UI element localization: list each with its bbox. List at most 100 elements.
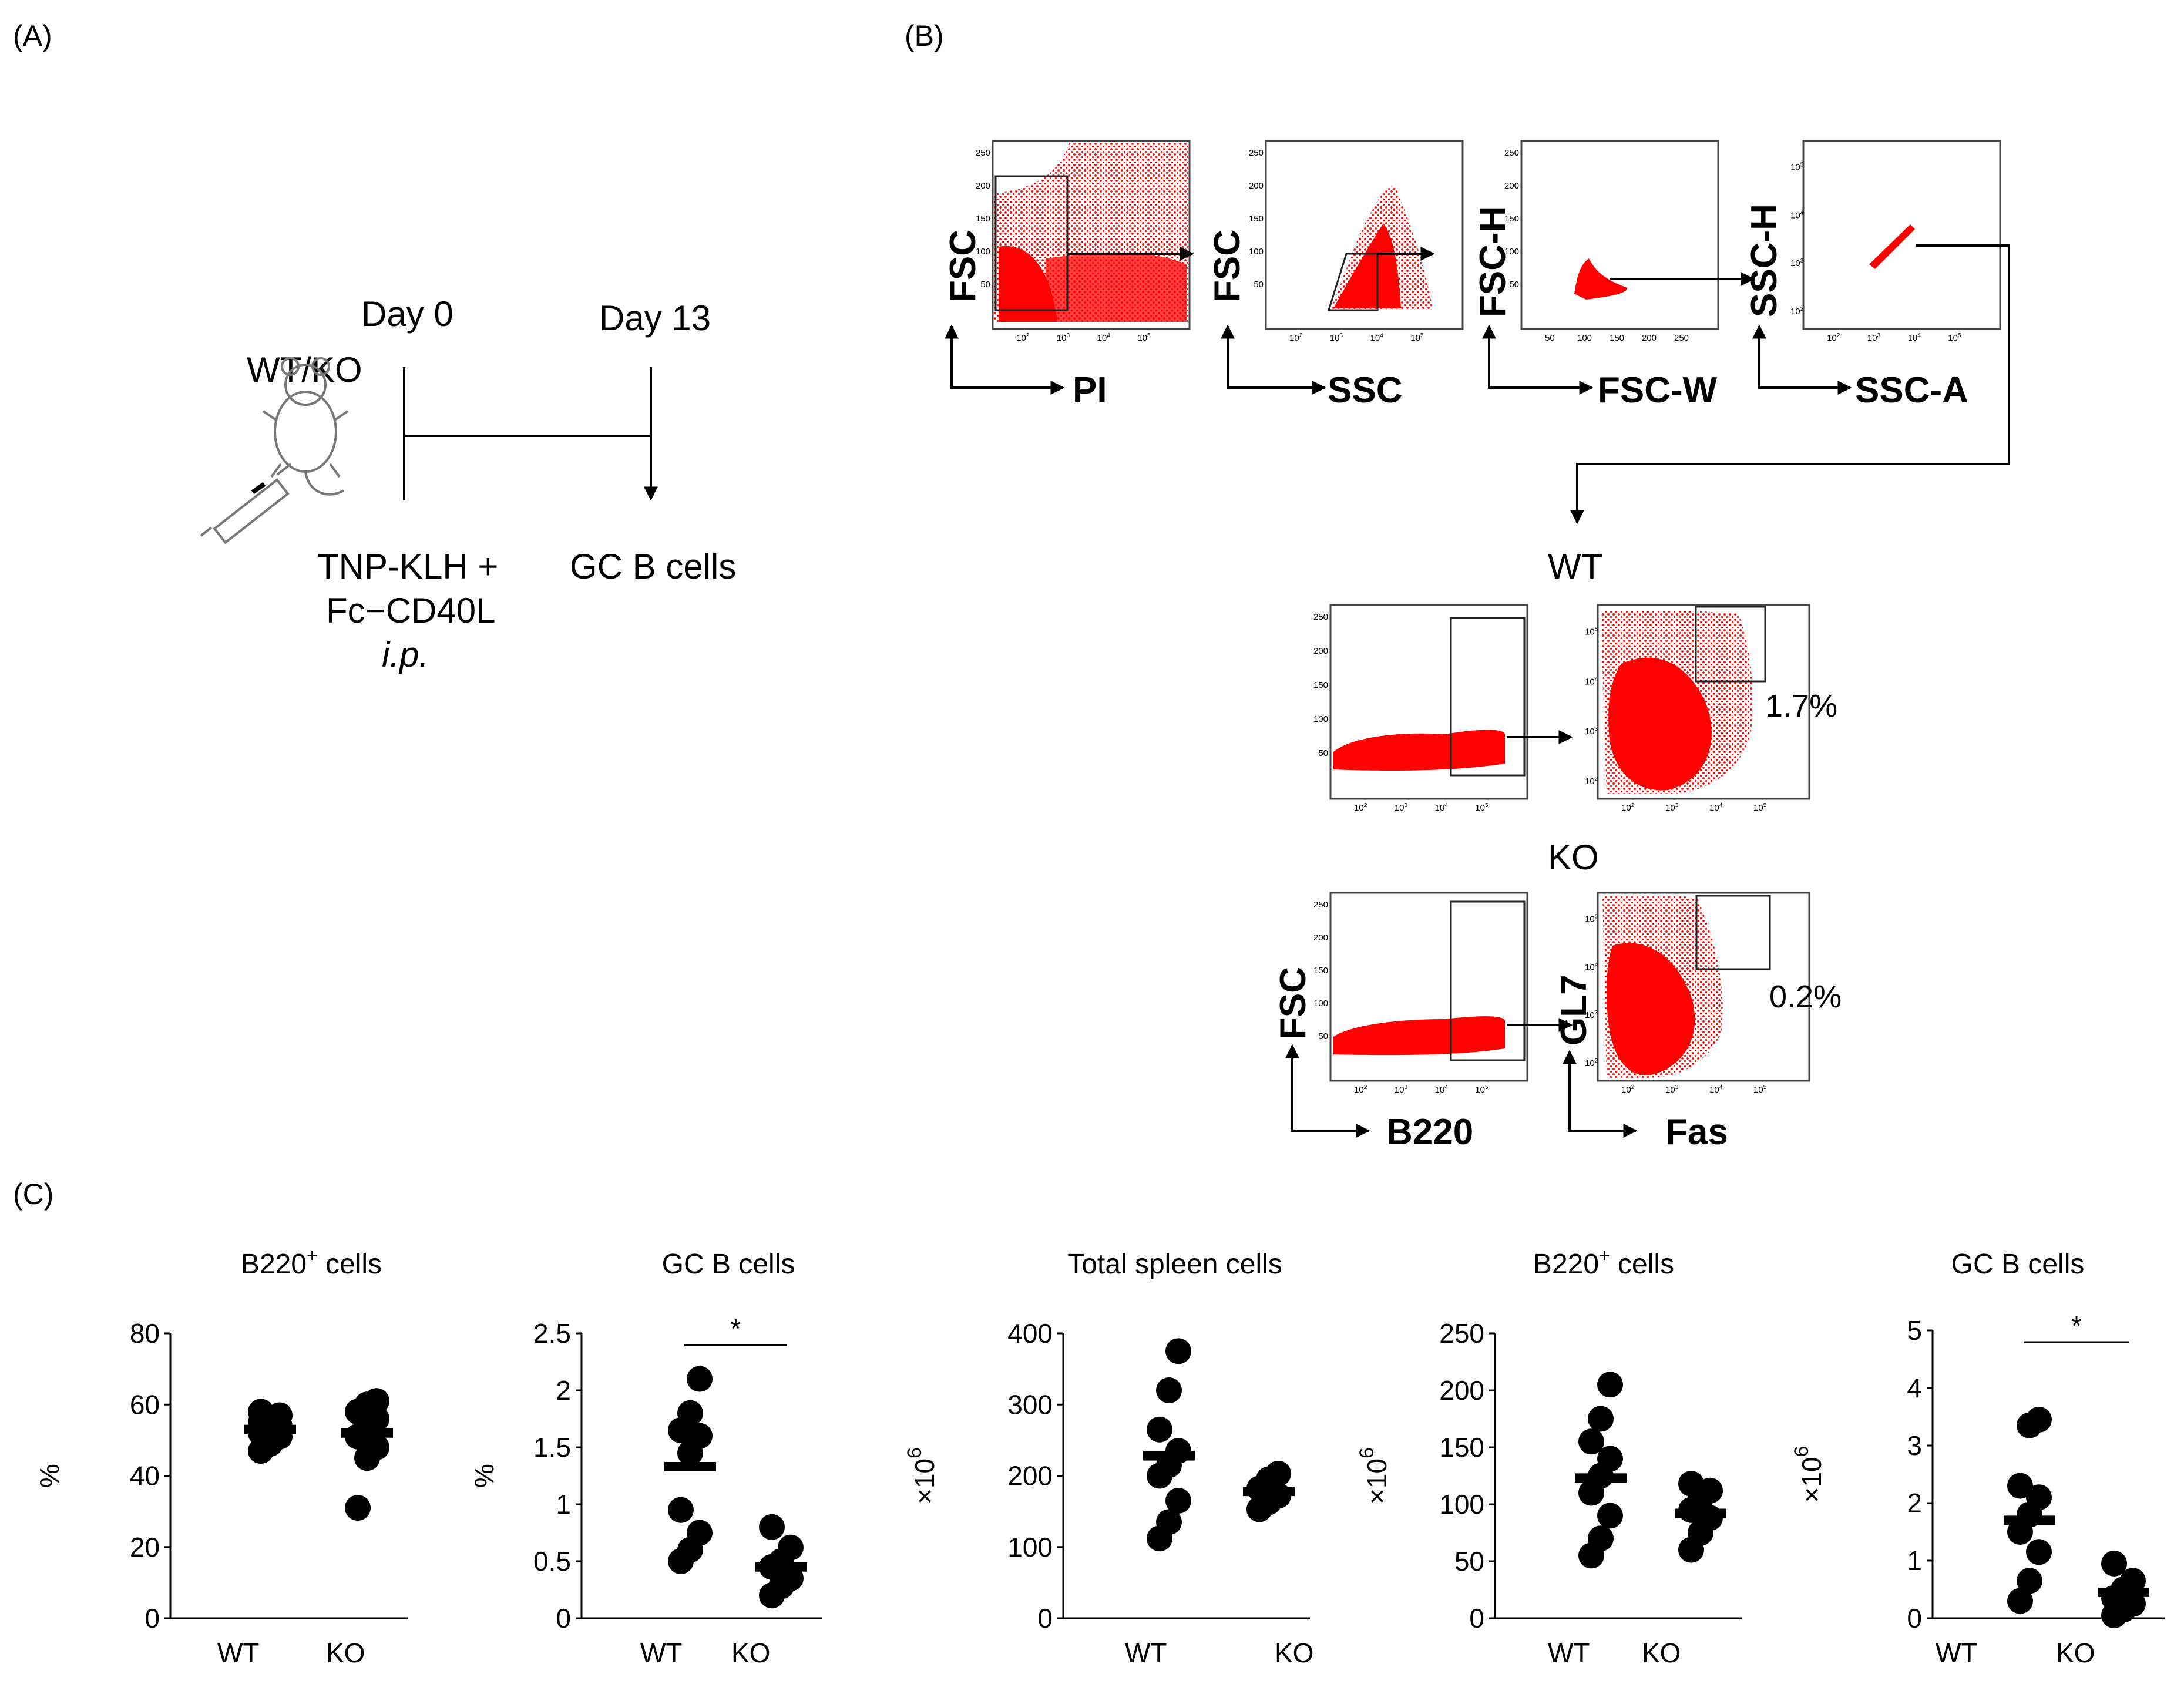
ko-b220-ytick: 50 [1318,1031,1328,1041]
syringe-icon [200,463,292,544]
ko-b220-xtick: 103 [1395,1084,1408,1095]
injection-route: i.p. [382,635,429,674]
wt-b220-xtick: 103 [1395,802,1408,813]
fas-axis-arrow [1563,1050,1638,1138]
plot3-xtick: 200 [1642,333,1657,343]
injection-line1: TNP-KLH + [317,547,498,586]
ko-gc-ytick: 102 [1585,1058,1598,1068]
chart-category-label: KO [326,1638,365,1668]
chart-category-label: WT [1125,1638,1167,1668]
ko-b220-xtick: 102 [1354,1084,1367,1095]
chart-category-label: WT [217,1638,260,1668]
chart-ytick-label: 20 [130,1532,160,1562]
plot1-ytick: 50 [980,280,990,290]
chart-mean-bar-wt [1575,1473,1627,1483]
chart-title: GC B cells [1951,1249,2085,1280]
chart-point-wt [1578,1428,1604,1455]
flow-plot-ko-gl7fas [1597,892,1810,1082]
chart-mean-bar-wt [2004,1515,2055,1525]
chart-mean-bar-wt [244,1424,296,1434]
chart-point-wt [677,1400,703,1426]
chart-ylabel: ×106 [1790,1446,1827,1503]
axis-x-1: PI [1073,370,1107,411]
wt-gc-ytick: 105 [1585,626,1598,637]
chart-ytick-label: 0 [1469,1603,1484,1633]
wt-b220-ytick: 150 [1313,680,1328,690]
ko-b220-xtick: 105 [1475,1084,1489,1095]
wt-b220-ytick: 250 [1313,612,1328,622]
gate-arrow-4 [1570,244,2010,525]
chart-mean-bar-ko [1675,1508,1726,1518]
chart-category-label: KO [731,1638,770,1668]
b220-axis-arrow [1285,1044,1370,1138]
chart-ytick-label: 50 [1454,1546,1484,1577]
chart-ytick-label: 300 [1007,1389,1053,1420]
chart-point-wt [2007,1473,2033,1499]
chart-mean-bar-ko [2098,1587,2149,1597]
axis-x-b220: B220 [1386,1112,1473,1152]
flow-plot-fsch-fscw [1520,140,1719,330]
ko-b220-ytick: 250 [1313,900,1328,910]
plot2-xtick: 103 [1330,332,1343,343]
plot1-xtick: 104 [1097,332,1111,343]
panel-label-a: (A) [13,19,52,52]
chart-point-wt [1597,1372,1623,1398]
plot4-xtick: 104 [1908,332,1921,343]
chart-4: B220+ cells ×106 0 50 100 150 200 250 WT KO [1356,1245,1742,1668]
chart-point-wt [1156,1377,1182,1403]
chart-point-wt [248,1399,274,1425]
ko-b220-ytick: 100 [1313,999,1328,1009]
plot1-xtick: 105 [1137,332,1151,343]
chart-mean-bar-wt [1143,1451,1195,1461]
wt-b220-xtick: 102 [1354,802,1367,813]
top-axis-arrows [945,324,1852,395]
axis-x-fas: Fas [1665,1112,1728,1152]
plot3-xtick: 250 [1674,333,1689,343]
chart-2: GC B cells% 0 0.5 1 1.5 2 2.5 WT KO * [469,1249,822,1668]
axis-y-gl7: GL7 [1554,974,1594,1046]
chart-point-wt [687,1366,713,1392]
plot3-xtick: 50 [1545,333,1555,343]
chart-ytick-label: 1 [1907,1545,1922,1576]
chart-ytick-label: 200 [1007,1461,1053,1491]
chart-point-wt [1165,1487,1191,1514]
chart-ytick-label: 0 [1907,1603,1922,1633]
chart-ytick-label: 250 [1439,1318,1484,1349]
flow-plot-wt-gl7fas [1597,604,1810,800]
chart-3: Total spleen cells ×106 0 100 200 300 400 WT KO [903,1249,1313,1668]
plot2-xtick: 104 [1370,332,1384,343]
plot3-ytick: 200 [1504,181,1519,191]
plot3-xtick: 150 [1610,333,1624,343]
plot1-ytick: 250 [976,148,990,158]
chart-point-wt [1147,1416,1172,1443]
chart-ylabel: % [34,1464,65,1488]
ko-b220-ytick: 200 [1313,933,1328,943]
chart-point-wt [1165,1338,1191,1364]
wt-gc-xtick: 102 [1621,802,1635,813]
chart-ytick-label: 5 [1907,1315,1922,1346]
plot2-xtick: 102 [1289,332,1303,343]
chart-significance-star: * [2071,1310,2082,1341]
chart-point-ko [778,1534,804,1561]
wt-b220-ytick: 50 [1318,748,1328,758]
chart-point-wt [687,1520,713,1546]
chart-ytick-label: 0 [1037,1603,1053,1633]
chart-point-wt [2017,1568,2042,1594]
plot4-ytick: 102 [1790,306,1804,317]
plot2-ytick: 150 [1249,214,1264,224]
chart-ylabel: % [469,1464,499,1488]
chart-ytick-label: 0 [556,1603,571,1633]
wt-gc-xtick: 104 [1709,802,1723,813]
wt-gc-xtick: 103 [1665,802,1679,813]
axis-x-3: FSC-W [1598,370,1718,411]
panel-label-b: (B) [905,19,944,52]
chart-category-label: KO [1275,1638,1313,1668]
chart-ytick-label: 1.5 [533,1432,571,1463]
plot3-ytick: 150 [1504,214,1519,224]
chart-ytick-label: 0.5 [533,1546,571,1577]
chart-point-wt [2026,1406,2052,1433]
chart-ytick-label: 100 [1439,1489,1484,1520]
wt-b220-ytick: 100 [1313,714,1328,724]
chart-point-ko [2101,1550,2127,1577]
